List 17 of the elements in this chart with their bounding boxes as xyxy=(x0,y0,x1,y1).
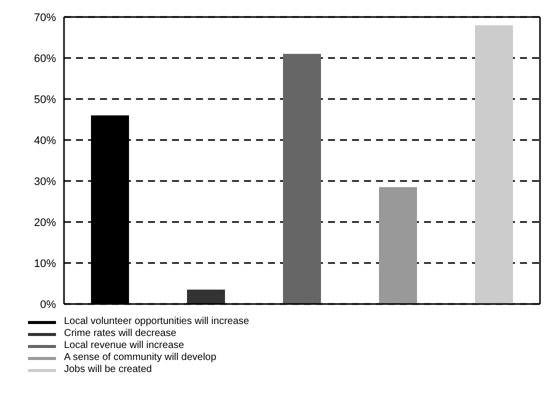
y-tick-label: 30% xyxy=(34,176,56,188)
bar xyxy=(187,290,225,304)
y-tick-label: 0% xyxy=(40,298,56,311)
legend-label: A sense of community will develop xyxy=(64,352,216,364)
bar xyxy=(283,54,321,304)
bar xyxy=(475,25,513,304)
legend-label: Local volunteer opportunities will increase xyxy=(64,316,250,328)
legend-label: Crime rates will decrease xyxy=(64,328,176,340)
legend-label: Local revenue will increase xyxy=(64,340,184,352)
y-tick-label: 50% xyxy=(34,94,56,106)
legend-label: Jobs will be created xyxy=(64,364,152,376)
y-tick-label: 10% xyxy=(34,258,56,270)
y-tick-label: 20% xyxy=(34,216,56,229)
bar xyxy=(379,187,417,304)
y-tick-label: 60% xyxy=(34,52,56,65)
y-tick-label: 70% xyxy=(34,12,56,24)
y-tick-label: 40% xyxy=(34,134,56,147)
